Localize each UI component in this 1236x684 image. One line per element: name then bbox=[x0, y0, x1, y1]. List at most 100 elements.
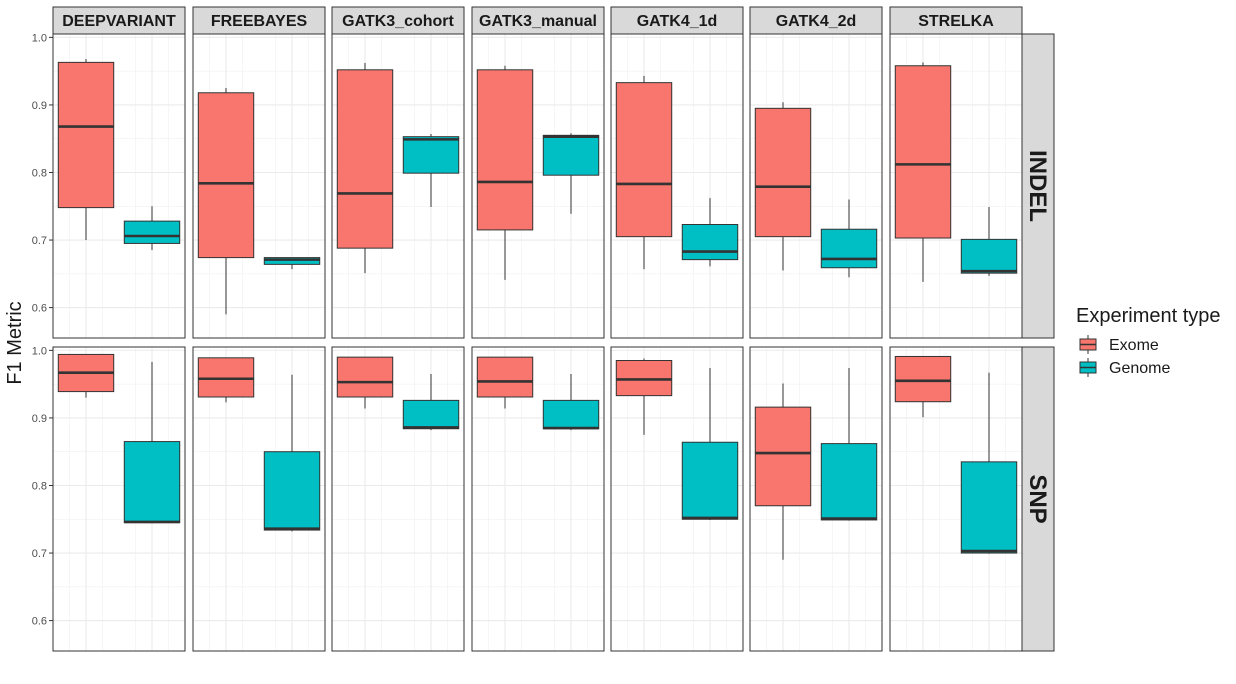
y-tick-label: 0.7 bbox=[32, 548, 47, 560]
genome-box bbox=[123, 361, 181, 524]
box-iqr bbox=[336, 356, 394, 398]
genome-box bbox=[263, 374, 321, 532]
facet-panel bbox=[52, 33, 186, 339]
y-tick-label: 1.0 bbox=[32, 32, 47, 44]
box-iqr bbox=[476, 69, 534, 231]
column-strip-label: FREEBAYES bbox=[211, 13, 308, 30]
exome-box bbox=[476, 65, 534, 280]
box-iqr bbox=[615, 82, 673, 238]
panel-border bbox=[749, 346, 883, 652]
exome-box bbox=[197, 88, 255, 315]
genome-box bbox=[960, 372, 1018, 554]
y-tick-label: 0.9 bbox=[32, 413, 47, 425]
box-iqr bbox=[263, 257, 321, 265]
genome-box bbox=[123, 206, 181, 251]
panel-background bbox=[332, 347, 464, 651]
column-strip bbox=[610, 6, 744, 35]
exome-box bbox=[336, 63, 394, 274]
genome-box bbox=[263, 257, 321, 270]
box-iqr bbox=[754, 107, 812, 238]
legend-key-exome bbox=[1079, 335, 1097, 354]
genome-box bbox=[402, 133, 460, 207]
box-iqr bbox=[681, 224, 739, 261]
genome-box bbox=[820, 367, 878, 521]
facet-panel bbox=[749, 33, 883, 339]
column-strip-label: GATK3_cohort bbox=[342, 13, 454, 30]
box-iqr bbox=[681, 441, 739, 520]
exome-box bbox=[197, 357, 255, 403]
panel-background bbox=[472, 347, 604, 651]
exome-box bbox=[894, 62, 952, 282]
exome-box bbox=[894, 355, 952, 418]
legend-label: Exome bbox=[1109, 337, 1159, 354]
box-iqr bbox=[542, 399, 600, 430]
facet-panel bbox=[192, 346, 326, 652]
box-iqr bbox=[476, 356, 534, 398]
box-iqr bbox=[336, 69, 394, 249]
box-iqr bbox=[402, 136, 460, 174]
box-iqr bbox=[263, 451, 321, 531]
box-iqr bbox=[197, 92, 255, 259]
box-iqr bbox=[820, 228, 878, 269]
panel-border bbox=[192, 346, 326, 652]
genome-box bbox=[402, 374, 460, 431]
facet-panel bbox=[331, 33, 465, 339]
row-strip-label: INDEL bbox=[1024, 150, 1051, 222]
genome-box bbox=[542, 133, 600, 214]
box-iqr bbox=[123, 220, 181, 244]
column-strip-label: GATK4_2d bbox=[776, 13, 857, 30]
panel-border bbox=[610, 346, 744, 652]
column-strip bbox=[749, 6, 883, 35]
exome-box bbox=[754, 383, 812, 560]
exome-box bbox=[476, 356, 534, 409]
column-strip bbox=[52, 6, 186, 35]
box-iqr bbox=[820, 443, 878, 521]
column-strip bbox=[331, 6, 465, 35]
y-axis-title: F1 Metric bbox=[4, 301, 26, 384]
box-iqr bbox=[960, 461, 1018, 554]
facet-panel bbox=[610, 33, 744, 339]
facet-panel bbox=[471, 33, 605, 339]
genome-box bbox=[820, 199, 878, 278]
y-tick-label: 0.7 bbox=[32, 235, 47, 247]
box-iqr bbox=[402, 399, 460, 430]
facet-panel bbox=[52, 346, 186, 652]
box-iqr bbox=[197, 357, 255, 398]
facet-panels bbox=[52, 33, 1023, 652]
exome-box bbox=[57, 353, 115, 398]
exome-box bbox=[615, 75, 673, 270]
box-iqr bbox=[57, 61, 115, 209]
box-iqr bbox=[894, 65, 952, 239]
box-iqr bbox=[615, 360, 673, 397]
facet-panel bbox=[610, 346, 744, 652]
y-tick-label: 0.9 bbox=[32, 100, 47, 112]
exome-box bbox=[615, 358, 673, 435]
row-strip bbox=[1021, 346, 1055, 652]
box-iqr bbox=[123, 441, 181, 524]
legend-title: Experiment type bbox=[1076, 305, 1221, 327]
panel-border bbox=[331, 346, 465, 652]
facet-panel bbox=[471, 346, 605, 652]
facet-panel bbox=[749, 346, 883, 652]
legend-label: Genome bbox=[1109, 360, 1170, 377]
exome-box bbox=[57, 58, 115, 241]
panel-border bbox=[52, 346, 186, 652]
y-tick-label: 0.6 bbox=[32, 303, 47, 315]
facet-panel bbox=[331, 346, 465, 652]
legend-key-genome bbox=[1079, 358, 1097, 377]
column-strip-label: DEEPVARIANT bbox=[62, 13, 176, 30]
column-strip-label: STRELKA bbox=[918, 13, 994, 30]
column-strip-label: GATK3_manual bbox=[479, 13, 597, 30]
genome-box bbox=[960, 206, 1018, 276]
genome-box bbox=[681, 198, 739, 267]
column-strip-label: GATK4_1d bbox=[637, 13, 718, 30]
y-tick-label: 1.0 bbox=[32, 345, 47, 357]
y-tick-label: 0.8 bbox=[32, 480, 47, 492]
column-strip bbox=[192, 6, 326, 35]
y-tick-label: 0.8 bbox=[32, 167, 47, 179]
facet-panel bbox=[192, 33, 326, 339]
column-strips: DEEPVARIANT FREEBAYES GATK3_cohort GATK3_ma… bbox=[52, 6, 1023, 35]
column-strip bbox=[889, 6, 1023, 35]
panel-border bbox=[471, 346, 605, 652]
